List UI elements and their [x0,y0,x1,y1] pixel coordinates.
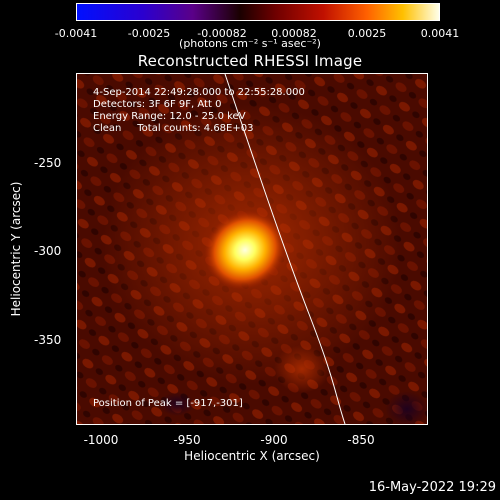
x-axis-label: Heliocentric X (arcsec) [184,449,320,463]
y-axis-label: Heliocentric Y (arcsec) [9,181,23,317]
time-range: 4-Sep-2014 22:49:28.000 to 22:55:28.000 [93,87,305,98]
negative-region [159,392,195,416]
detectors-info: Detectors: 3F 6F 9F, Att 0 [93,99,222,110]
colorbar-tick: 0.0041 [420,27,460,40]
colorbar-tick: 0.00082 [271,27,317,40]
colorbar-tick: -0.00082 [197,27,247,40]
secondary-emission [274,345,330,393]
energy-range: Energy Range: 12.0 - 25.0 keV [93,111,246,122]
x-tick: -850 [347,433,375,447]
x-tick: -900 [260,433,288,447]
colorbar-tick: 0.0025 [347,27,387,40]
colorbar-tick: -0.0041 [54,27,98,40]
solar-limb [224,74,346,424]
clean-counts: Clean Total counts: 4.68E+03 [93,123,254,134]
y-tick: -350 [34,333,62,347]
x-tick: -950 [173,433,201,447]
rhessi-image [77,74,427,424]
colorbar [76,3,440,21]
colorbar-unit: (photons cm⁻² s⁻¹ asec⁻²) [179,37,321,50]
image-plot: 4-Sep-2014 22:49:28.000 to 22:55:28.000 … [76,73,428,425]
colorbar-tick: -0.0025 [127,27,171,40]
y-tick: -250 [34,156,62,170]
y-tick: -300 [34,244,62,258]
timestamp-footer: 16-May-2022 19:29 [368,480,496,495]
colorbar-gradient [77,4,439,20]
image-title: Reconstructed RHESSI Image [137,52,363,70]
peak-source [204,210,286,290]
x-tick: -1000 [83,433,119,447]
negative-region [385,391,427,424]
peak-position: Position of Peak = [-917,-301] [93,398,243,409]
